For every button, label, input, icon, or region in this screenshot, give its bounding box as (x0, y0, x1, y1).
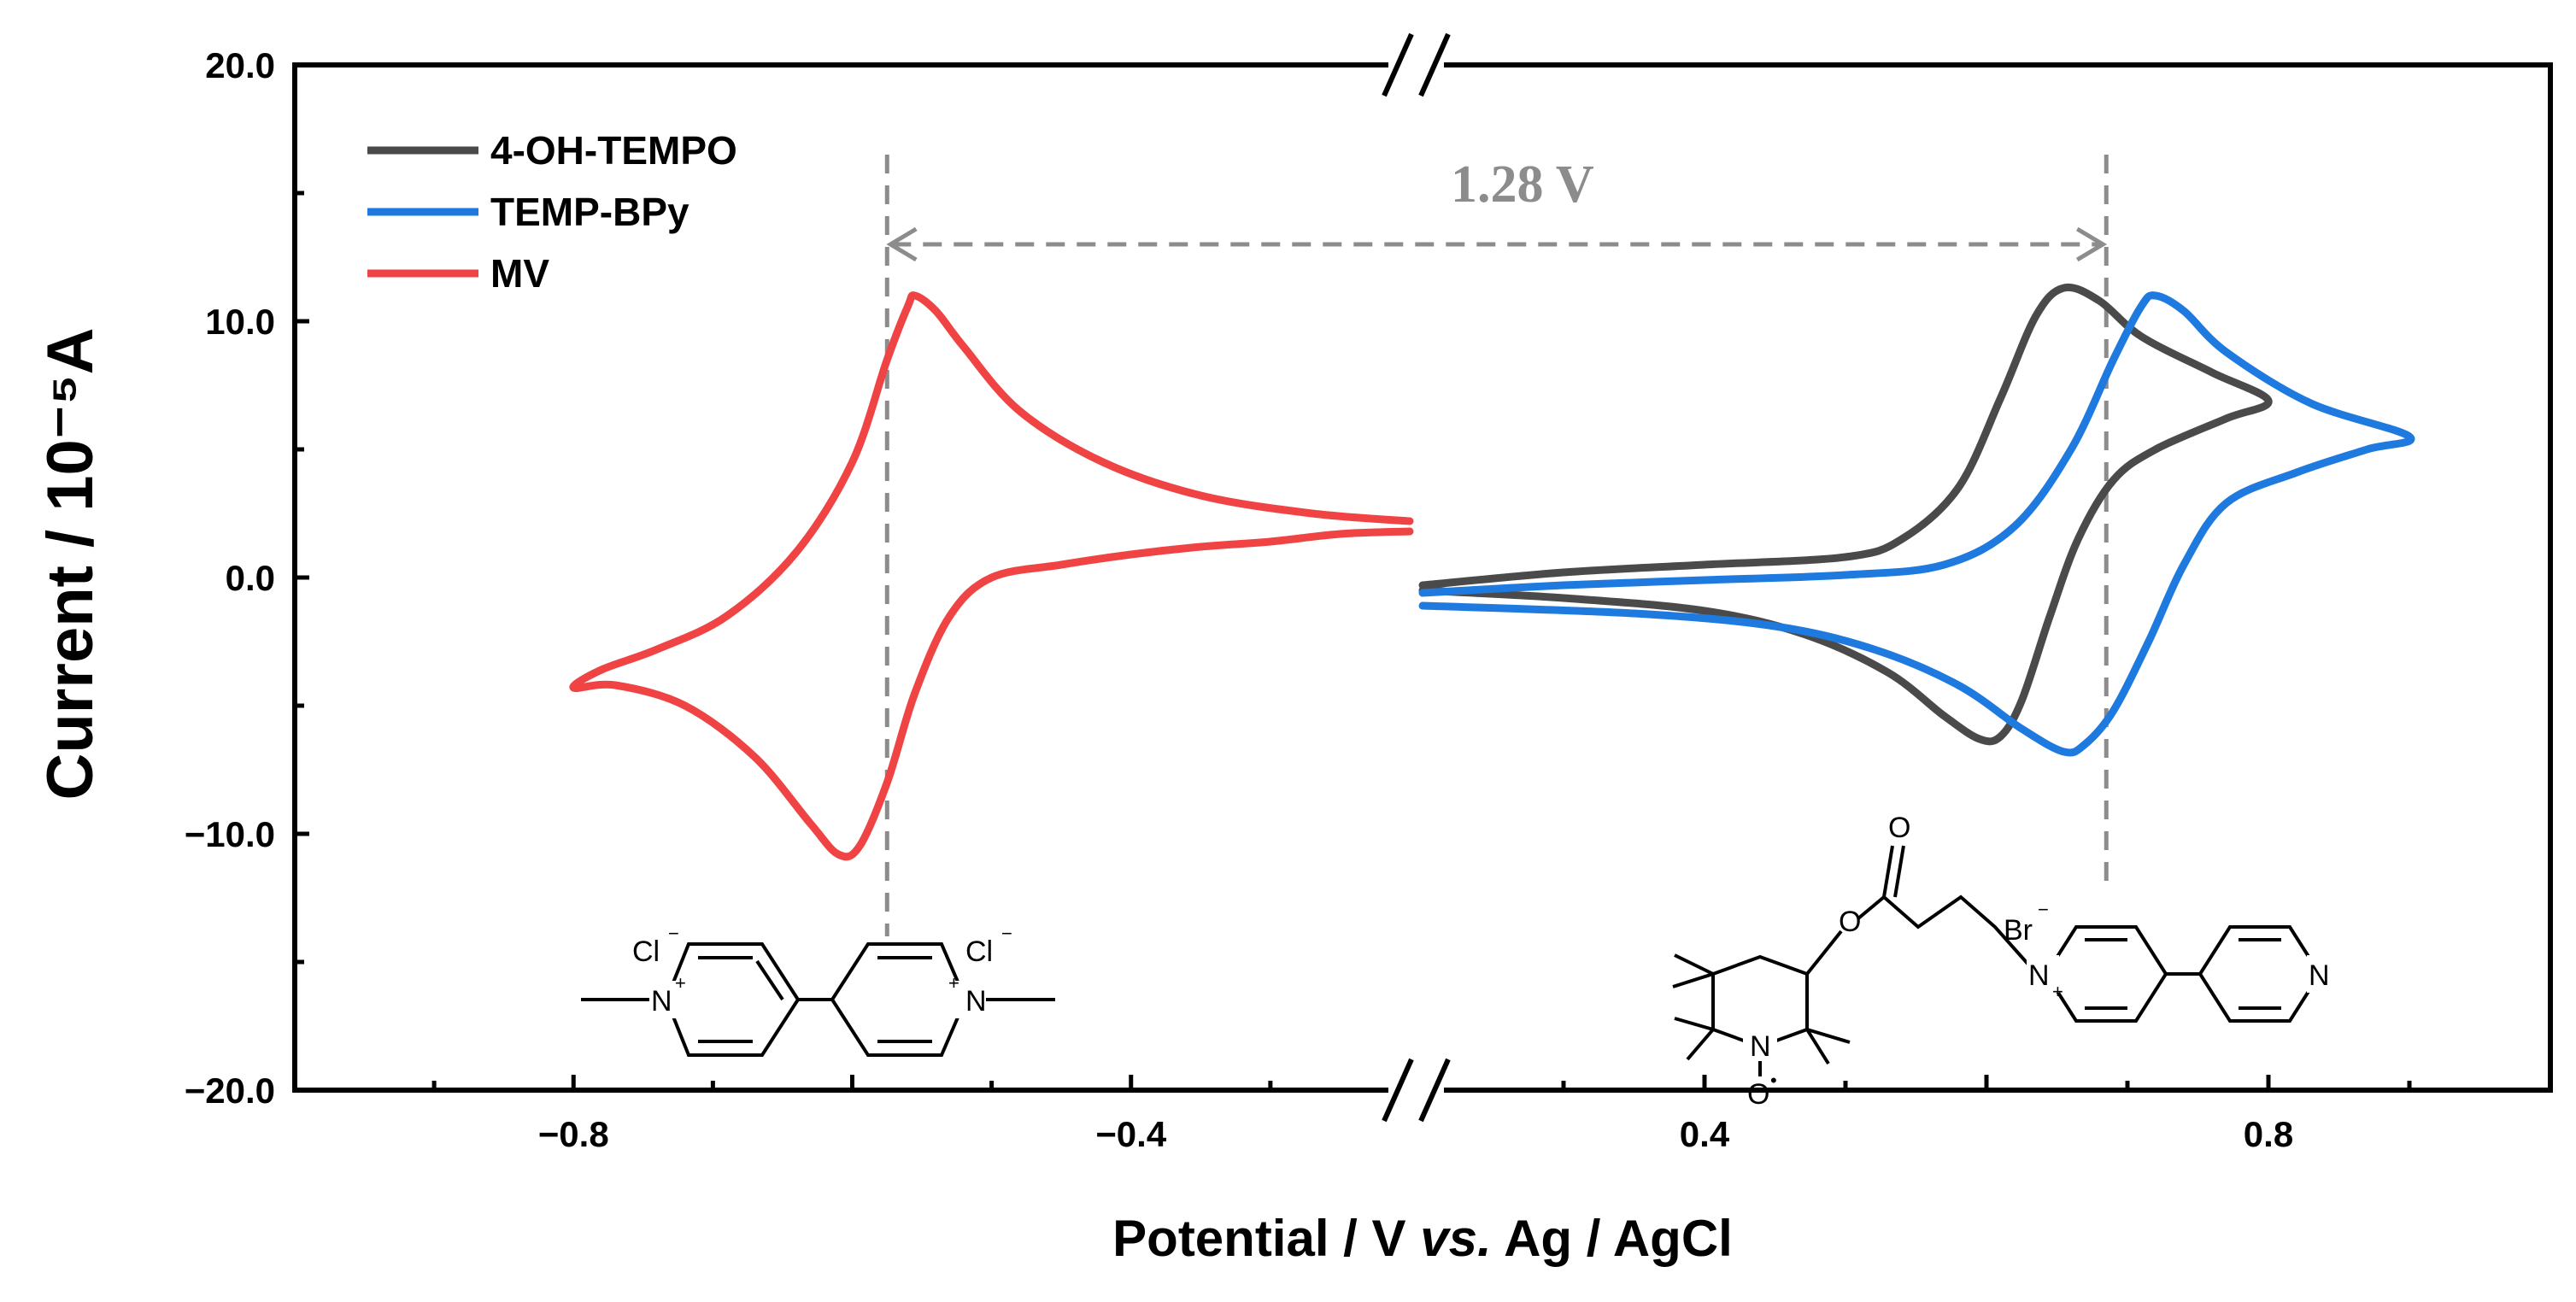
y-tick-label: 10.0 (205, 302, 275, 342)
x-ticks: −0.8 −0.4 0.4 0.8 (431, 1075, 2412, 1154)
x-tick-label: 0.4 (1680, 1114, 1730, 1154)
tempo-radical-dot: • (1770, 1070, 1777, 1091)
tempo-o: O (1747, 1078, 1769, 1111)
mv-n-right: N (965, 985, 987, 1018)
series-temp-bpy-curve (1418, 291, 2415, 757)
mv-cl-left-charge: − (668, 923, 679, 944)
temp-bpy-structure: N O • O O N + Br − N (1672, 812, 2338, 1111)
arrow-head-right (2075, 226, 2108, 262)
bpy-n-plus-atom: N (2028, 959, 2050, 992)
y-tick-label: 20.0 (205, 45, 275, 85)
y-ticks: −20.0 −10.0 0.0 10.0 20.0 (185, 45, 309, 1111)
mv-nplus-right: + (948, 972, 959, 994)
y-tick-label: 0.0 (226, 558, 275, 598)
legend-label-temp-bpy: TEMP-BPy (490, 190, 689, 234)
pyridine-n: N (2309, 959, 2330, 992)
arrow-head-left (886, 226, 918, 262)
x-tick-label: −0.4 (1095, 1114, 1167, 1154)
axis-break-marks (1382, 32, 1451, 1123)
legend: 4-OH-TEMPO TEMP-BPy MV (367, 128, 737, 296)
x-axis-title: Potential / V vs. Ag / AgCl (1112, 1210, 1733, 1267)
series-4-oh-tempo-curve (1418, 283, 2273, 746)
axes-frame (292, 62, 2553, 1093)
x-tick-label: −0.8 (538, 1114, 609, 1154)
legend-label-mv: MV (490, 251, 549, 296)
mv-n-left: N (651, 985, 672, 1018)
tempo-n: N (1750, 1030, 1771, 1063)
x-tick-label: 0.8 (2244, 1114, 2293, 1154)
methyl-viologen-structure: N + N + Cl − Cl − (581, 923, 1055, 1057)
gap-voltage-label: 1.28 V (1451, 155, 1594, 214)
bpy-n-plus-charge: + (2052, 981, 2063, 1002)
y-axis-title: Current / 10⁻⁵A (34, 327, 107, 800)
mv-cl-right: Cl (965, 935, 993, 968)
mv-nplus-left: + (675, 972, 686, 994)
y-tick-label: −20.0 (185, 1070, 275, 1111)
bromide-charge: − (2038, 899, 2049, 920)
mv-cl-right-charge: − (1001, 923, 1012, 944)
bromide: Br (2004, 914, 2033, 947)
legend-label-4-oh-tempo: 4-OH-TEMPO (490, 128, 737, 173)
y-tick-label: −10.0 (185, 814, 275, 854)
series-mv-curve (569, 291, 1414, 861)
mv-cl-left: Cl (632, 935, 660, 968)
annotation-group: 1.28 V (884, 155, 2109, 936)
ester-o: O (1839, 906, 1861, 938)
carbonyl-o: O (1888, 812, 1910, 844)
